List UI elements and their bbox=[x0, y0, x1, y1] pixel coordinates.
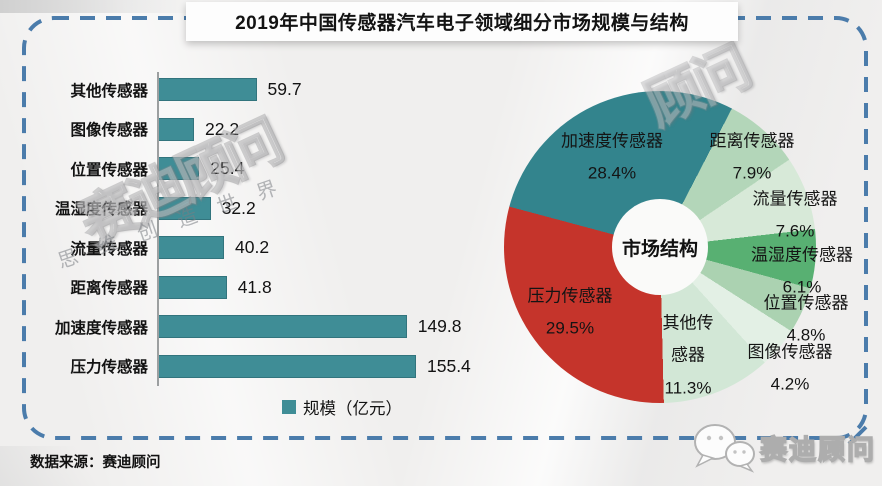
background-shade-bottom-left bbox=[0, 446, 120, 486]
bar-category-label: 距离传感器 bbox=[70, 280, 148, 298]
bar-row: 压力传感器 155.4 bbox=[26, 347, 471, 387]
pie-slice-name: 加速度传感器 bbox=[561, 131, 663, 151]
bar-position-sensors bbox=[157, 157, 200, 181]
pie-label-distance: 距离传感器 7.9% bbox=[710, 126, 795, 191]
bar-value-label: 32.2 bbox=[221, 197, 256, 218]
bar-value-label: 41.8 bbox=[237, 276, 272, 297]
pie-slice-name: 压力传感器 bbox=[527, 286, 613, 306]
bar-chart-legend: 规模（亿元） bbox=[282, 395, 402, 419]
bar-category-label: 温湿度传感器 bbox=[54, 201, 148, 219]
bar-row: 其他传感器 59.7 bbox=[26, 70, 466, 110]
bar-value-label: 149.8 bbox=[417, 316, 462, 337]
legend-swatch-icon bbox=[282, 400, 296, 414]
pie-center-label: 市场结构 bbox=[621, 238, 698, 260]
bar-row: 距离传感器 41.8 bbox=[26, 268, 466, 308]
pie-label-flow: 流量传感器 7.6% bbox=[753, 184, 838, 249]
data-source-note: 数据来源：赛迪顾问 bbox=[30, 455, 161, 471]
bar-row: 温湿度传感器 32.2 bbox=[26, 189, 466, 229]
pie-slice-name: 位置传感器 bbox=[763, 293, 849, 313]
bar-category-label: 图像传感器 bbox=[70, 122, 148, 140]
pie-slice-pct: 4.2% bbox=[770, 375, 810, 394]
pie-slice-name: 图像传感器 bbox=[747, 342, 833, 362]
bar-row: 流量传感器 40.2 bbox=[26, 228, 466, 268]
bar-other-sensors bbox=[157, 78, 257, 102]
chat-bubbles-icon bbox=[694, 424, 755, 473]
bar-acceleration-sensors bbox=[157, 315, 407, 339]
pie-slice-name: 温湿度传感器 bbox=[751, 245, 853, 265]
bar-value-label: 40.2 bbox=[235, 237, 270, 258]
bar-value-label: 25.4 bbox=[210, 158, 245, 179]
bar-distance-sensors bbox=[157, 275, 227, 299]
pie-slice-name: 其他传感器 bbox=[662, 313, 714, 365]
bar-pressure-sensors bbox=[157, 354, 416, 378]
pie-slice-pct: 29.5% bbox=[545, 319, 595, 338]
bar-category-label: 加速度传感器 bbox=[54, 319, 148, 337]
chart-title: 2019年中国传感器汽车电子领域细分市场规模与结构 bbox=[235, 13, 689, 34]
bar-row: 加速度传感器 149.8 bbox=[26, 307, 466, 347]
bar-category-label: 流量传感器 bbox=[70, 240, 148, 258]
bar-value-label: 22.2 bbox=[205, 118, 240, 139]
pie-chart: 市场结构 加速度传感器 28.4% 距离传感器 7.9% 流量传感器 7.6% … bbox=[460, 62, 880, 426]
pie-slice-pct: 11.3% bbox=[664, 378, 712, 398]
bar-flow-sensors bbox=[157, 236, 224, 260]
pie-slice-name: 距离传感器 bbox=[709, 131, 795, 151]
pie-label-image: 图像传感器 4.2% bbox=[748, 337, 833, 402]
pie-label-other: 其他传感器 11.3% bbox=[659, 308, 717, 405]
bar-temp-humidity-sensors bbox=[157, 196, 211, 220]
brand-logo: 赛迪顾问 bbox=[688, 421, 876, 473]
bar-chart: 其他传感器 59.7 图像传感器 22.2 位置传感器 25.4 温湿度传感器 … bbox=[26, 70, 471, 440]
pie-slice-pct: 28.4% bbox=[587, 164, 637, 183]
bar-row: 位置传感器 25.4 bbox=[26, 149, 466, 189]
bar-category-label: 压力传感器 bbox=[70, 359, 148, 377]
legend-label: 规模（亿元） bbox=[303, 400, 402, 418]
chart-title-box: 2019年中国传感器汽车电子领域细分市场规模与结构 bbox=[186, 2, 738, 41]
bar-image-sensors bbox=[157, 117, 194, 141]
bar-chart-axis-line bbox=[157, 72, 159, 386]
bar-category-label: 其他传感器 bbox=[70, 82, 148, 100]
bar-category-label: 位置传感器 bbox=[70, 161, 148, 179]
background-shade-top-left bbox=[0, 0, 200, 13]
pie-label-acceleration: 加速度传感器 28.4% bbox=[561, 126, 663, 191]
pie-label-pressure: 压力传感器 29.5% bbox=[528, 281, 613, 346]
bar-value-label: 59.7 bbox=[267, 79, 302, 100]
bar-row: 图像传感器 22.2 bbox=[26, 110, 466, 150]
brand-logo-text: 赛迪顾问 bbox=[759, 434, 876, 466]
pie-slice-name: 流量传感器 bbox=[752, 189, 838, 209]
donut-hole: 市场结构 bbox=[612, 199, 708, 295]
